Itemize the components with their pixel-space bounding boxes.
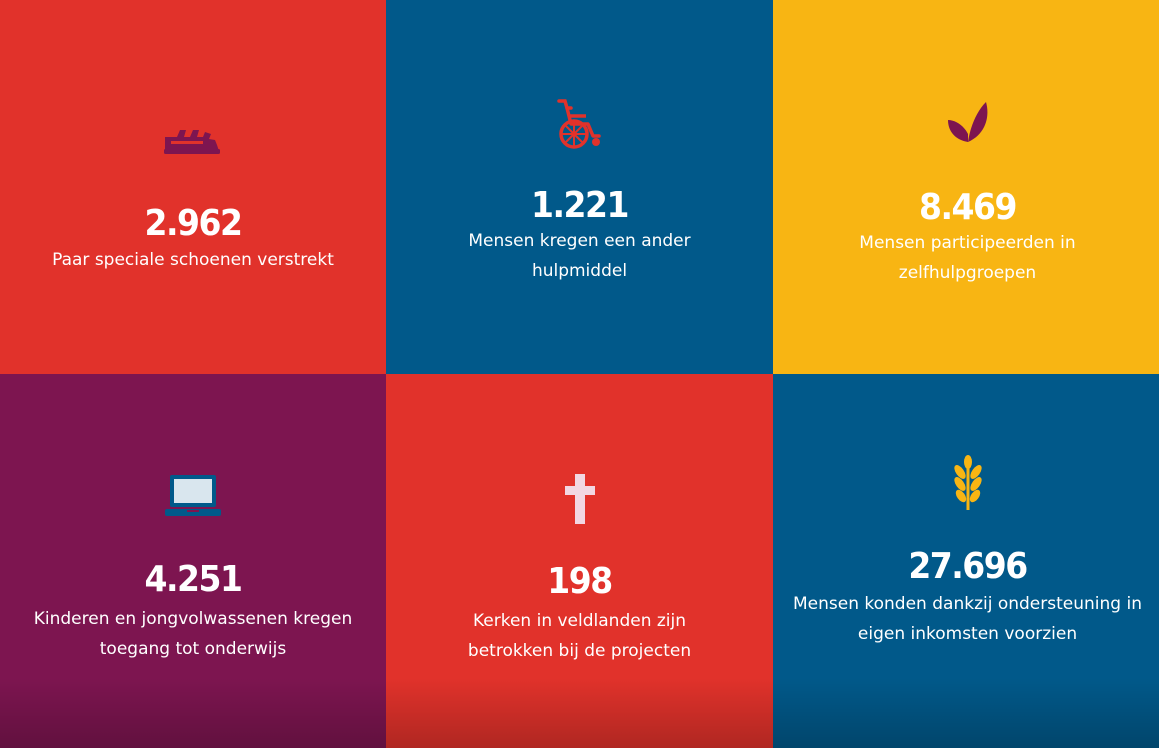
stat-number: 8.469	[919, 185, 1017, 228]
sandal-icon	[164, 130, 220, 154]
leaf-icon	[947, 102, 987, 142]
stat-tile-churches: 198 Kerken in veldlanden zijn betrokken …	[386, 374, 773, 748]
page-edge	[1159, 0, 1162, 748]
stat-number: 27.696	[908, 544, 1028, 587]
stat-number: 198	[547, 559, 613, 602]
stat-description: Mensen participeerden in zelfhulpgroepen	[859, 233, 1076, 283]
wheelchair-icon	[556, 99, 601, 149]
wheat-icon	[953, 455, 982, 510]
stat-number: 1.221	[531, 183, 629, 226]
stat-description: Mensen konden dankzij ondersteuning in e…	[793, 594, 1142, 644]
stat-description: Kerken in veldlanden zijn betrokken bij …	[467, 611, 692, 661]
stat-number: 4.251	[144, 557, 243, 600]
stat-description: Paar speciale schoenen verstrekt	[52, 250, 334, 270]
laptop-icon	[165, 475, 221, 516]
stat-description: Kinderen en jongvolwassenen kregen toega…	[33, 609, 353, 659]
stat-tile-shoes: 2.962 Paar speciale schoenen verstrekt	[0, 0, 386, 374]
stat-tile-selfhelp: 8.469 Mensen participeerden in zelfhulpg…	[773, 0, 1162, 374]
stat-number: 2.962	[144, 201, 243, 244]
stat-tile-education: 4.251 Kinderen en jongvolwassenen kregen…	[0, 374, 386, 748]
cross-icon	[564, 474, 595, 524]
stat-tile-aids: 1.221 Mensen kregen een ander hulpmiddel	[386, 0, 773, 374]
stat-tile-income: 27.696 Mensen konden dankzij ondersteuni…	[773, 374, 1162, 748]
stat-description: Mensen kregen een ander hulpmiddel	[468, 231, 691, 281]
